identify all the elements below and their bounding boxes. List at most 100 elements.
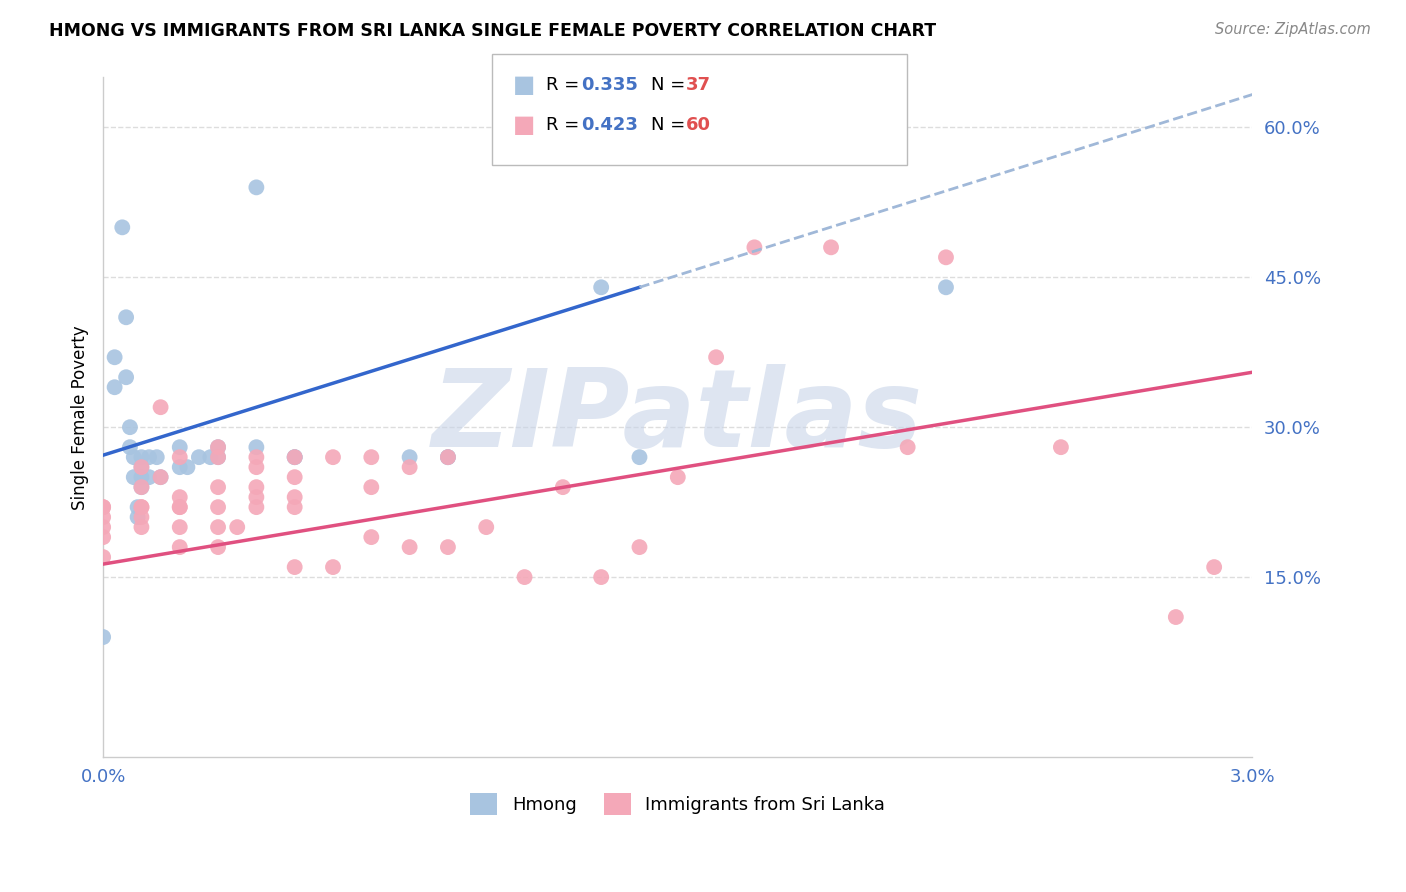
Point	[169, 450, 191, 465]
Text: 60: 60	[686, 116, 711, 134]
Point	[127, 510, 149, 524]
Point	[149, 470, 172, 484]
Text: R =: R =	[546, 76, 585, 94]
Point	[245, 490, 267, 504]
Point	[322, 450, 344, 465]
Point	[245, 460, 267, 475]
Point	[207, 440, 229, 454]
Point	[91, 530, 114, 544]
Point	[207, 450, 229, 465]
Point	[666, 470, 689, 484]
Point	[131, 450, 153, 465]
Point	[1164, 610, 1187, 624]
Point	[398, 450, 420, 465]
Point	[820, 240, 842, 254]
Point	[115, 370, 138, 384]
Point	[744, 240, 766, 254]
Point	[104, 350, 127, 364]
Point	[935, 250, 957, 264]
Point	[284, 560, 307, 574]
Point	[91, 550, 114, 565]
Point	[91, 520, 114, 534]
Point	[226, 520, 249, 534]
Point	[628, 450, 651, 465]
Point	[169, 540, 191, 554]
Text: ■: ■	[513, 73, 536, 96]
Point	[360, 480, 382, 494]
Point	[245, 180, 267, 194]
Point	[207, 500, 229, 515]
Point	[131, 520, 153, 534]
Point	[149, 470, 172, 484]
Point	[131, 510, 153, 524]
Point	[207, 540, 229, 554]
Point	[91, 500, 114, 515]
Point	[104, 380, 127, 394]
Point	[935, 280, 957, 294]
Text: ■: ■	[513, 113, 536, 136]
Point	[149, 401, 172, 415]
Point	[591, 280, 613, 294]
Point	[207, 480, 229, 494]
Point	[245, 500, 267, 515]
Point	[284, 450, 307, 465]
Point	[169, 440, 191, 454]
Point	[1050, 440, 1073, 454]
Y-axis label: Single Female Poverty: Single Female Poverty	[72, 325, 89, 509]
Point	[169, 490, 191, 504]
Point	[513, 570, 536, 584]
Text: N =: N =	[651, 76, 690, 94]
Point	[111, 220, 134, 235]
Text: 0.335: 0.335	[581, 76, 637, 94]
Point	[138, 450, 160, 465]
Text: 0.423: 0.423	[581, 116, 637, 134]
Point	[360, 530, 382, 544]
Text: HMONG VS IMMIGRANTS FROM SRI LANKA SINGLE FEMALE POVERTY CORRELATION CHART: HMONG VS IMMIGRANTS FROM SRI LANKA SINGL…	[49, 22, 936, 40]
Point	[360, 450, 382, 465]
Point	[131, 480, 153, 494]
Point	[145, 450, 167, 465]
Point	[91, 630, 114, 644]
Point	[169, 500, 191, 515]
Point	[169, 460, 191, 475]
Point	[169, 500, 191, 515]
Point	[437, 540, 460, 554]
Point	[245, 480, 267, 494]
Point	[131, 500, 153, 515]
Point	[118, 440, 141, 454]
Point	[115, 310, 138, 325]
Text: Source: ZipAtlas.com: Source: ZipAtlas.com	[1215, 22, 1371, 37]
Point	[122, 450, 145, 465]
Point	[591, 570, 613, 584]
Point	[207, 520, 229, 534]
Point	[245, 450, 267, 465]
Point	[169, 520, 191, 534]
Point	[284, 490, 307, 504]
Legend: Hmong, Immigrants from Sri Lanka: Hmong, Immigrants from Sri Lanka	[463, 786, 893, 822]
Point	[127, 500, 149, 515]
Point	[284, 470, 307, 484]
Point	[187, 450, 209, 465]
Point	[207, 440, 229, 454]
Text: 37: 37	[686, 76, 711, 94]
Point	[284, 450, 307, 465]
Point	[437, 450, 460, 465]
Point	[207, 450, 229, 465]
Point	[91, 510, 114, 524]
Point	[138, 470, 160, 484]
Point	[897, 440, 920, 454]
Point	[284, 450, 307, 465]
Point	[200, 450, 222, 465]
Point	[131, 460, 153, 475]
Point	[176, 460, 198, 475]
Point	[322, 560, 344, 574]
Point	[122, 470, 145, 484]
Point	[398, 540, 420, 554]
Text: R =: R =	[546, 116, 585, 134]
Point	[245, 440, 267, 454]
Point	[398, 460, 420, 475]
Point	[551, 480, 574, 494]
Point	[284, 500, 307, 515]
Point	[475, 520, 498, 534]
Point	[704, 350, 727, 364]
